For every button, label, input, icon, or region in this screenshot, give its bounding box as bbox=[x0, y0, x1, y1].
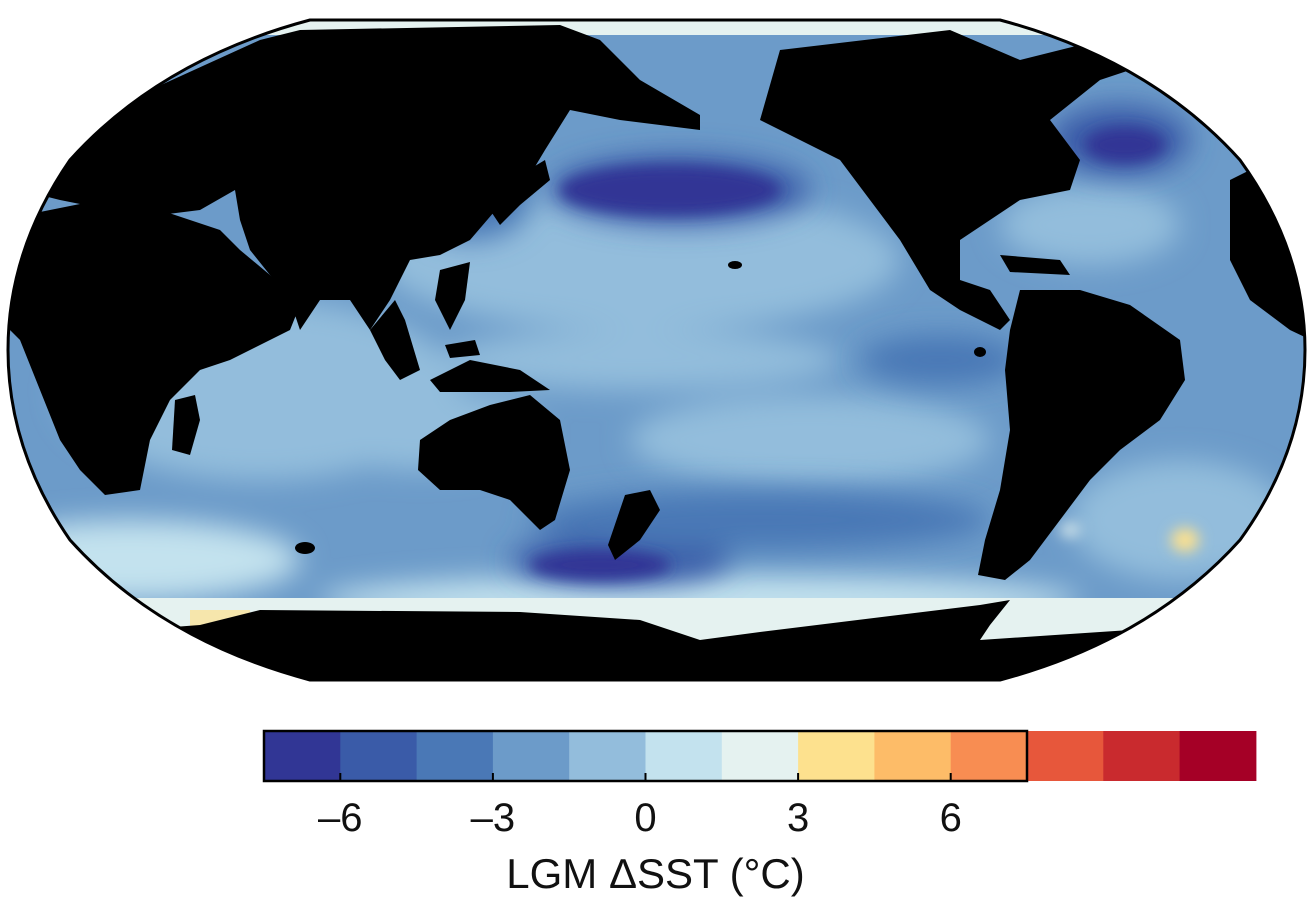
sst-map bbox=[6, 18, 1307, 682]
colorbar-segment bbox=[1179, 731, 1257, 781]
colorbar-segment bbox=[416, 731, 494, 781]
colorbar-bar bbox=[262, 729, 1257, 783]
map-border bbox=[6, 18, 1307, 682]
colorbar-segment bbox=[721, 731, 799, 781]
colorbar-tick-label: 6 bbox=[939, 796, 962, 840]
colorbar-segment bbox=[950, 731, 1028, 781]
colorbar-tick-label: –6 bbox=[318, 796, 363, 840]
colorbar-segment bbox=[340, 731, 418, 781]
colorbar-tick-label: –3 bbox=[470, 796, 516, 840]
landmasses bbox=[8, 25, 1305, 680]
colorbar-segment bbox=[569, 731, 646, 781]
colorbar-segment bbox=[1027, 731, 1104, 781]
ocean-field bbox=[8, 20, 1305, 680]
map-canvas bbox=[6, 18, 1307, 682]
colorbar-segment bbox=[874, 731, 952, 781]
colorbar-label: LGM ΔSST (°C) bbox=[506, 850, 805, 897]
colorbar-segment bbox=[645, 731, 723, 781]
colorbar-segment bbox=[798, 731, 875, 781]
colorbar-segment bbox=[264, 731, 341, 781]
colorbar: –6 –3 0 3 6 LGM ΔSST (°C) bbox=[0, 700, 1311, 914]
colorbar-tick-label: 0 bbox=[634, 796, 657, 840]
colorbar-segment bbox=[1103, 731, 1181, 781]
colorbar-tick-label: 3 bbox=[786, 796, 810, 840]
colorbar-segment bbox=[492, 731, 570, 781]
